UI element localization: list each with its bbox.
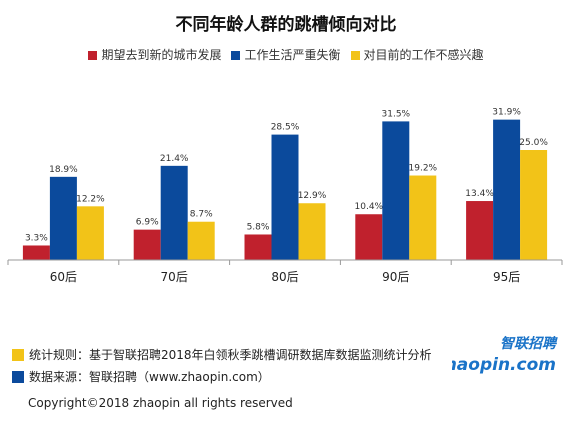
bar-2-2: [298, 203, 326, 260]
legend-swatch-0: [88, 51, 98, 60]
legend-item-1: 工作生活严重失衡: [231, 46, 341, 63]
bar-3-0: [355, 214, 383, 260]
data-label-0-2: 12.2%: [76, 194, 105, 204]
chart-title: 不同年龄人群的跳槽倾向对比: [175, 15, 397, 35]
data-label-3-2: 19.2%: [409, 164, 438, 174]
bar-4-2: [520, 150, 548, 260]
bar-1-1: [160, 165, 188, 260]
legend-label-1: 工作生活严重失衡: [244, 48, 341, 62]
zhaopin-logo: 智联招聘 zhaopin.com: [452, 335, 558, 375]
copyright-text: Copyright©2018 zhaopin all rights reserv…: [28, 396, 293, 410]
x-tick-label-2: 80后: [271, 270, 298, 284]
logo-latin-text: zhaopin.com: [452, 355, 556, 375]
data-label-2-0: 5.8%: [247, 222, 270, 232]
legend-item-2: 对目前的工作不感兴趣: [350, 46, 484, 63]
x-tick-label-0: 60后: [50, 270, 77, 284]
legend-item-0: 期望去到新的城市发展: [88, 46, 221, 63]
bar-3-2: [409, 175, 437, 260]
bar-chart: 3.3% 18.9% 12.2% 60后 6.9% 21.4% 8.7% 70后 5.8% 28.…: [7, 108, 563, 284]
data-label-1-1: 21.4%: [160, 154, 189, 164]
bar-2-1: [271, 134, 299, 260]
legend-swatch-1: [231, 51, 241, 60]
bar-1-0: [133, 229, 161, 260]
footer-source-text: 数据来源：智联招聘（www.zhaopin.com）: [29, 370, 270, 384]
legend-label-0: 期望去到新的城市发展: [101, 48, 222, 62]
data-label-4-2: 25.0%: [519, 138, 548, 148]
legend-label-2: 对目前的工作不感兴趣: [363, 48, 484, 62]
x-tick-label-4: 95后: [493, 270, 520, 284]
footer-rule-line: 统计规则：基于智联招聘2018年白领秋季跳槽调研数据库数据监测统计分析: [12, 346, 432, 363]
x-tick-label-3: 90后: [382, 270, 409, 284]
bar-0-0: [22, 245, 50, 260]
bar-4-0: [466, 201, 494, 260]
data-label-2-2: 12.9%: [298, 191, 327, 201]
bar-3-1: [382, 121, 410, 261]
data-label-2-1: 28.5%: [271, 123, 300, 133]
footer-source-swatch: [12, 371, 24, 383]
bar-4-1: [493, 119, 521, 260]
data-label-1-2: 8.7%: [190, 210, 213, 220]
data-label-4-0: 13.4%: [465, 189, 494, 199]
bar-1-2: [187, 221, 215, 260]
data-label-4-1: 31.9%: [492, 108, 521, 118]
x-tick-label-1: 70后: [161, 270, 188, 284]
data-label-1-0: 6.9%: [136, 218, 159, 228]
bar-2-0: [244, 234, 272, 260]
legend-swatch-2: [350, 51, 360, 60]
footer-rule-swatch: [12, 349, 24, 361]
bar-0-1: [49, 176, 77, 260]
footer-source-line: 数据来源：智联招聘（www.zhaopin.com）: [12, 368, 270, 385]
chart-legend: 期望去到新的城市发展 工作生活严重失衡 对目前的工作不感兴趣: [0, 46, 572, 63]
data-label-3-1: 31.5%: [382, 109, 411, 119]
footer-rule-text: 统计规则：基于智联招聘2018年白领秋季跳槽调研数据库数据监测统计分析: [29, 348, 432, 362]
data-label-0-0: 3.3%: [25, 233, 48, 243]
bar-0-2: [76, 206, 104, 260]
data-label-3-0: 10.4%: [355, 202, 384, 212]
data-label-0-1: 18.9%: [49, 165, 78, 175]
logo-chinese-text: 智联招聘: [500, 335, 558, 352]
